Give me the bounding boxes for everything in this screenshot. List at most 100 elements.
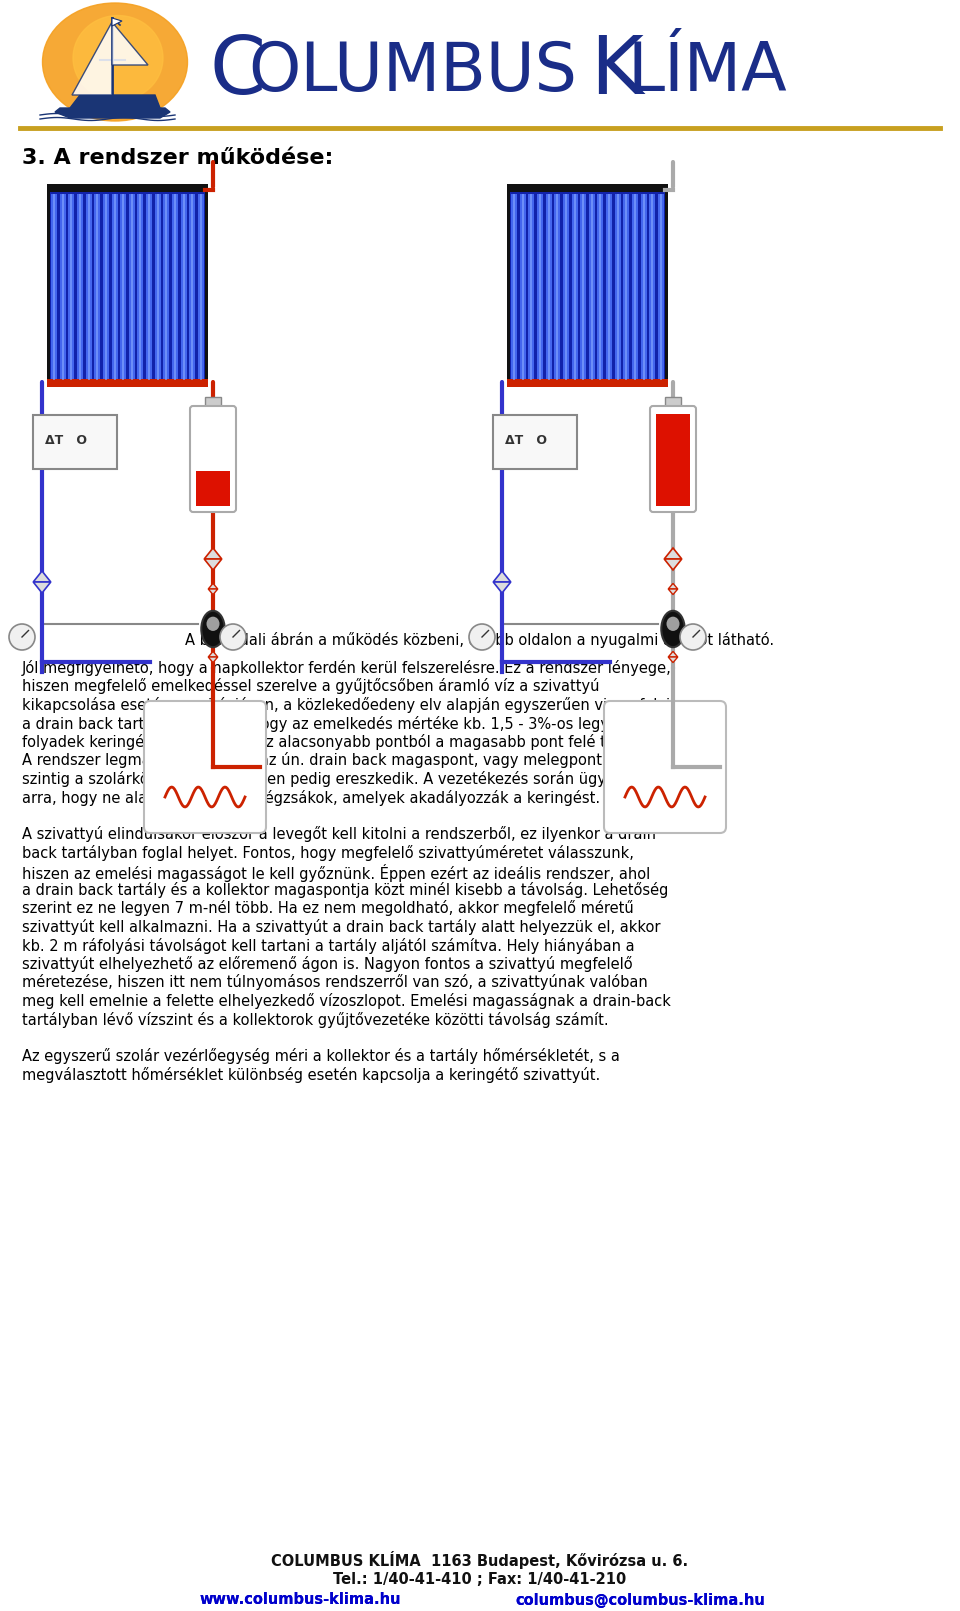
Ellipse shape [73, 16, 163, 100]
Bar [530, 193, 532, 380]
Bar [511, 193, 517, 380]
Polygon shape [668, 657, 678, 662]
Ellipse shape [42, 3, 187, 121]
Bar [658, 193, 664, 380]
Bar [660, 193, 662, 380]
Bar [510, 192, 665, 382]
Circle shape [680, 623, 706, 649]
Bar [563, 193, 569, 380]
Bar [165, 193, 167, 380]
Ellipse shape [666, 617, 680, 632]
Bar [120, 193, 126, 380]
Bar [68, 193, 74, 380]
Bar [61, 193, 63, 380]
Text: C: C [210, 32, 266, 111]
Text: szivattyút elhelyezhető az előremenő ágon is. Nagyon fontos a szivattyú megfelel: szivattyút elhelyezhető az előremenő ágo… [22, 955, 633, 971]
Text: A rendszer legmagasabb pontja az ún. drain back magaspont, vagy melegpont. Eddig: A rendszer legmagasabb pontja az ún. dra… [22, 752, 666, 768]
Bar [137, 193, 143, 380]
Bar [94, 193, 100, 380]
Bar [200, 193, 202, 380]
Bar [196, 470, 230, 506]
Bar [513, 193, 515, 380]
Bar [139, 193, 141, 380]
Bar [528, 193, 535, 380]
Bar [665, 396, 681, 409]
Polygon shape [493, 570, 511, 582]
Text: tartályban lévő vízszint és a kollektorok gyűjtővezetéke közötti távolság számít: tartályban lévő vízszint és a kollektoro… [22, 1012, 609, 1028]
Bar [571, 193, 578, 380]
Bar [649, 193, 656, 380]
Polygon shape [668, 651, 678, 657]
Bar [614, 193, 621, 380]
Text: Tel.: 1/40-41-410 ; Fax: 1/40-41-210: Tel.: 1/40-41-410 ; Fax: 1/40-41-210 [333, 1572, 627, 1587]
Bar [172, 193, 178, 380]
Bar [50, 192, 205, 382]
Text: www.columbus-klima.hu: www.columbus-klima.hu [200, 1593, 400, 1608]
Bar [51, 193, 57, 380]
Bar [113, 193, 115, 380]
Text: Jól megfigyelhető, hogy a napkollektor ferdén kerül felszerelésre. Ez a rendszer: Jól megfigyelhető, hogy a napkollektor f… [22, 661, 672, 677]
Text: szerint ez ne legyen 7 m-nél több. Ha ez nem megoldható, akkor megfelelő méretű: szerint ez ne legyen 7 m-nél több. Ha ez… [22, 901, 634, 917]
Bar [634, 193, 636, 380]
Text: back tartályban foglal helyet. Fontos, hogy megfelelő szivattyúméretet válasszun: back tartályban foglal helyet. Fontos, h… [22, 846, 634, 860]
Text: kb. 2 m ráfolyási távolságot kell tartani a tartály aljától számítva. Hely hiány: kb. 2 m ráfolyási távolságot kell tartan… [22, 938, 635, 954]
Bar [599, 193, 602, 380]
Bar [87, 193, 89, 380]
Bar [632, 193, 638, 380]
Bar [507, 379, 668, 387]
FancyBboxPatch shape [604, 701, 726, 833]
Bar [545, 193, 552, 380]
Bar [537, 193, 543, 380]
Bar [189, 193, 195, 380]
Polygon shape [664, 559, 682, 570]
FancyBboxPatch shape [33, 416, 117, 469]
Polygon shape [70, 95, 160, 108]
Bar [174, 193, 176, 380]
Text: columbus@columbus-klima.hu: columbus@columbus-klima.hu [516, 1593, 765, 1608]
Bar [651, 193, 654, 380]
Polygon shape [493, 582, 511, 593]
Bar [539, 193, 540, 380]
Polygon shape [34, 570, 51, 582]
Text: COLUMBUS KLÍMA  1163 Budapest, Kővirózsa u. 6.: COLUMBUS KLÍMA 1163 Budapest, Kővirózsa … [272, 1551, 688, 1569]
Bar [597, 193, 604, 380]
Bar [47, 379, 208, 387]
Bar [79, 193, 81, 380]
Bar [148, 193, 150, 380]
Text: www.columbus-klima.hu: www.columbus-klima.hu [200, 1593, 400, 1608]
Bar [96, 193, 98, 380]
Bar [70, 193, 72, 380]
Bar [521, 193, 523, 380]
Text: K: K [590, 32, 643, 111]
Text: hiszen megfelelő emelkedéssel szerelve a gyűjtőcsőben áramló víz a szivattyú: hiszen megfelelő emelkedéssel szerelve a… [22, 678, 599, 694]
Text: Az egyszerű szolár vezérlőegység méri a kollektor és a tartály hőmérsékletét, s : Az egyszerű szolár vezérlőegység méri a … [22, 1049, 620, 1065]
Bar [131, 193, 132, 380]
Text: columbus@columbus-klima.hu: columbus@columbus-klima.hu [516, 1593, 765, 1608]
Bar [155, 193, 160, 380]
Bar [198, 193, 204, 380]
Text: ΔT   O: ΔT O [505, 433, 547, 446]
Bar [205, 396, 221, 409]
Text: a drain back tartályba. Fontos, hogy az emelkedés mértéke kb. 1,5 - 3%-os legyen: a drain back tartályba. Fontos, hogy az … [22, 715, 647, 731]
Bar [590, 193, 593, 380]
Text: LÍMA: LÍMA [628, 39, 788, 105]
Bar [53, 193, 55, 380]
Text: A bal oldali ábrán a működés közbeni, a jobb oldalon a nyugalmi állapot látható.: A bal oldali ábrán a működés közbeni, a … [185, 632, 775, 648]
Polygon shape [208, 590, 218, 594]
Bar [556, 193, 558, 380]
Bar [588, 193, 595, 380]
Polygon shape [34, 582, 51, 593]
Polygon shape [204, 559, 222, 570]
Polygon shape [668, 590, 678, 594]
Bar [642, 193, 645, 380]
Text: arra, hogy ne alakulhassanak ki légzsákok, amelyek akadályozzák a keringést.: arra, hogy ne alakulhassanak ki légzsáko… [22, 789, 600, 806]
Polygon shape [55, 108, 170, 118]
Bar [122, 193, 124, 380]
Bar [105, 193, 107, 380]
Polygon shape [204, 548, 222, 559]
Text: szivattyút kell alkalmazni. Ha a szivattyút a drain back tartály alatt helyezzük: szivattyút kell alkalmazni. Ha a szivatt… [22, 918, 660, 934]
Bar [111, 193, 117, 380]
Bar [606, 193, 612, 380]
Bar [519, 193, 526, 380]
Bar [656, 414, 690, 506]
